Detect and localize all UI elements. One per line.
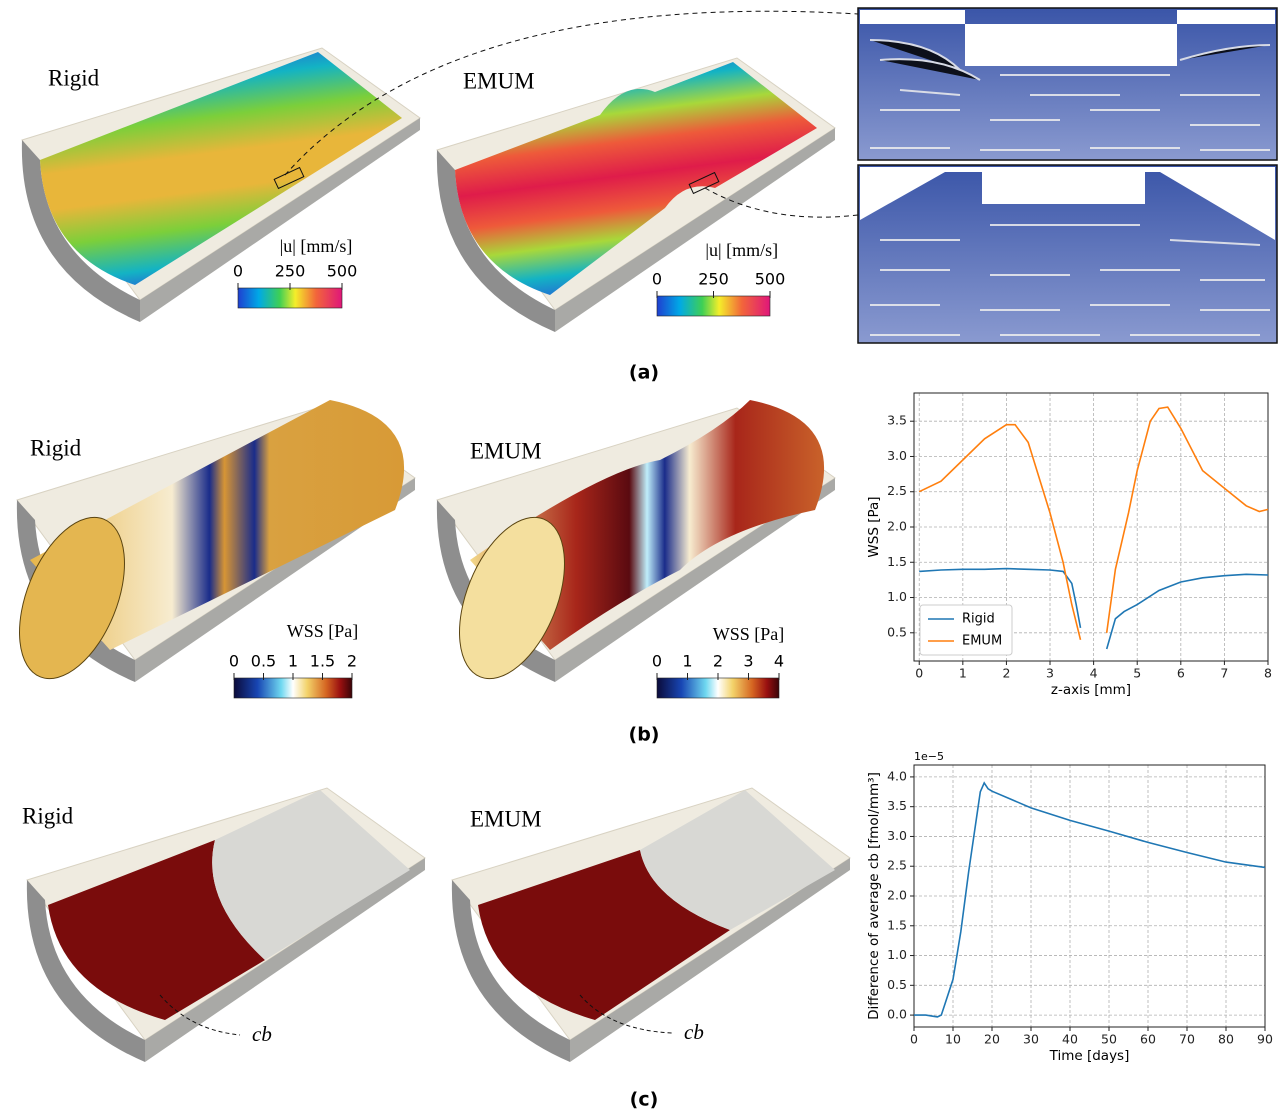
colorbar-title: |u| [mm/s] [280, 236, 353, 256]
y-tick-label: 2.0 [887, 888, 907, 903]
colorbar [657, 678, 779, 698]
y-tick-label: 3.5 [887, 798, 907, 813]
zoom-panel [858, 8, 1277, 160]
x-tick-label: 7 [1220, 666, 1228, 681]
colorbar-tick-label: 250 [275, 262, 306, 281]
zoom-panel [858, 165, 1277, 343]
annotation: cb [252, 1022, 272, 1046]
x-tick-label: 70 [1179, 1032, 1195, 1047]
colorbar-tick-label: 2 [713, 652, 723, 671]
y-tick-label: 0.5 [887, 624, 907, 639]
panel-label: (a) [629, 362, 659, 384]
y-axis-label: WSS [Pa] [866, 496, 882, 557]
x-tick-label: 3 [1046, 666, 1054, 681]
x-tick-label: 0 [915, 666, 923, 681]
y-tick-label: 1.5 [887, 554, 907, 569]
colorbar-tick-label: 1 [682, 652, 692, 671]
y-tick-label: 2.5 [887, 483, 907, 498]
colorbar-title: WSS [Pa] [287, 621, 359, 641]
colorbar-tick-label: 3 [743, 652, 753, 671]
x-tick-label: 20 [984, 1032, 1000, 1047]
x-tick-label: 80 [1218, 1032, 1234, 1047]
colorbar-tick-label: 500 [755, 270, 786, 289]
colorbar-title: |u| [mm/s] [705, 240, 778, 260]
y-tick-label: 3.5 [887, 413, 907, 428]
model-label: EMUM [470, 438, 542, 463]
y-tick-label: 0.0 [887, 1007, 907, 1022]
colorbar-tick-label: 0.5 [251, 652, 276, 671]
colorbar-tick-label: 0 [652, 270, 662, 289]
colorbar-tick-label: 500 [327, 262, 358, 281]
colorbar [238, 288, 342, 308]
axis-offset: 1e−5 [914, 750, 944, 763]
colorbar [657, 296, 770, 316]
legend-label: Rigid [962, 612, 995, 627]
colorbar [234, 678, 352, 698]
x-tick-label: 40 [1062, 1032, 1078, 1047]
model-label: Rigid [22, 803, 74, 828]
y-tick-label: 3.0 [887, 448, 907, 463]
model-label: Rigid [30, 435, 82, 460]
charts: 0 1 2 3 4 5 6 7 8 0.5 1.0 1.5 2.0 2.5 3.0 3.5 z-axis [mm… [866, 393, 1273, 1064]
y-tick-label: 1.5 [887, 917, 907, 932]
colorbar-tick-label: 0 [233, 262, 243, 281]
y-tick-label: 4.0 [887, 768, 907, 783]
colorbar-tick-label: 0 [229, 652, 239, 671]
data-line [914, 783, 1265, 1017]
y-axis-label: Difference of average cb [fmol/mm³] [866, 772, 882, 1020]
model-label: EMUM [470, 806, 542, 831]
x-tick-label: 30 [1023, 1032, 1039, 1047]
y-tick-label: 1.0 [887, 589, 907, 604]
colorbar-tick-label: 2 [347, 652, 357, 671]
panel-label: (c) [630, 1089, 659, 1111]
x-tick-label: 90 [1257, 1032, 1273, 1047]
colorbar-tick-label: 250 [698, 270, 729, 289]
y-tick-label: 2.0 [887, 519, 907, 534]
colorbar-tick-label: 1.5 [310, 652, 335, 671]
legend-label: EMUM [962, 634, 1002, 649]
panel-label: (b) [629, 724, 660, 746]
x-tick-label: 5 [1133, 666, 1141, 681]
x-tick-label: 8 [1264, 666, 1272, 681]
x-tick-label: 50 [1101, 1032, 1117, 1047]
x-tick-label: 2 [1002, 666, 1010, 681]
x-axis-label: z-axis [mm] [1051, 682, 1131, 698]
colorbar-title: WSS [Pa] [713, 624, 785, 644]
figure: Rigid EMUM Rigid EMUM Rigid EMUM cb cb (… [0, 0, 1288, 1113]
y-tick-label: 2.5 [887, 858, 907, 873]
colorbar-tick-label: 4 [774, 652, 784, 671]
x-tick-label: 0 [910, 1032, 918, 1047]
x-tick-label: 10 [945, 1032, 961, 1047]
model-label: EMUM [463, 68, 535, 93]
y-tick-label: 1.0 [887, 947, 907, 962]
model-label: Rigid [48, 65, 100, 90]
x-axis-label: Time [days] [1049, 1048, 1130, 1064]
colorbar-tick-label: 1 [288, 652, 298, 671]
colorbar-tick-label: 0 [652, 652, 662, 671]
y-tick-label: 0.5 [887, 977, 907, 992]
y-tick-label: 3.0 [887, 828, 907, 843]
x-tick-label: 6 [1177, 666, 1185, 681]
x-tick-label: 1 [959, 666, 967, 681]
x-tick-label: 60 [1140, 1032, 1156, 1047]
annotation: cb [684, 1020, 704, 1044]
x-tick-label: 4 [1090, 666, 1098, 681]
